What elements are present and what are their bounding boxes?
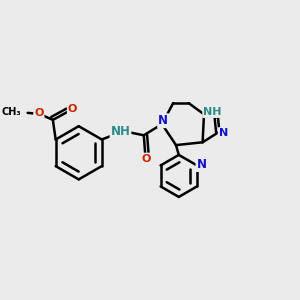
Text: NH: NH [111,124,130,138]
Text: N: N [196,158,206,171]
Text: N: N [219,128,228,138]
Text: O: O [34,108,44,118]
Text: NH: NH [203,107,222,117]
Text: O: O [68,104,77,114]
Text: O: O [142,154,151,164]
Text: CH₃: CH₃ [1,107,21,117]
Text: N: N [158,114,168,127]
